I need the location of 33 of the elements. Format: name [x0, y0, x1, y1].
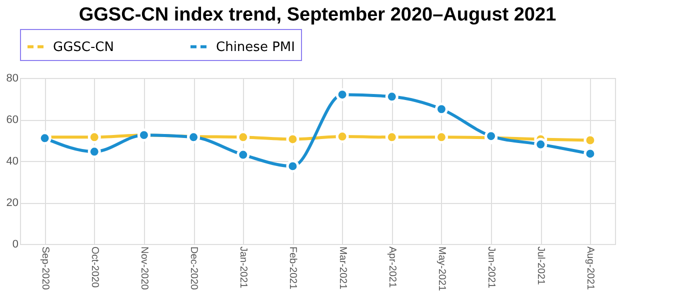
y-tick-label: 20	[6, 197, 18, 209]
x-tick-label: Aug-2021	[584, 246, 596, 290]
y-tick-label: 80	[6, 72, 18, 84]
x-tick-label: Jan-2021	[238, 246, 249, 289]
point	[336, 88, 349, 102]
point	[385, 90, 398, 104]
point	[534, 138, 548, 151]
x-tick-label: Mar-2021	[336, 246, 348, 290]
legend-label: GGSC-CN	[53, 40, 114, 55]
point	[434, 130, 448, 144]
x-tick-label: Feb-2021	[287, 246, 298, 290]
x-tick-label: Sep-2020	[39, 246, 50, 290]
x-tick-label: Apr-2021	[386, 246, 398, 288]
x-tick-label: Oct-2020	[88, 246, 100, 288]
point	[385, 130, 398, 144]
x-tick-label: Jul-2021	[535, 246, 546, 286]
y-tick-label: 60	[6, 114, 18, 126]
y-tick-label: 0	[12, 238, 18, 250]
x-tick-label: Nov-2020	[138, 246, 150, 290]
point	[236, 130, 250, 144]
legend-label: Chinese PMI	[216, 40, 295, 55]
x-tick-label: May-2021	[436, 246, 447, 292]
x-tick-label: Dec-2020	[188, 246, 200, 290]
point	[88, 130, 101, 144]
y-tick-label: 40	[6, 156, 18, 168]
point	[236, 148, 250, 162]
point	[286, 132, 300, 146]
chart-title: GGSC-CN index trend, September 2020–August 2021	[78, 4, 557, 26]
point	[286, 160, 300, 173]
point	[336, 130, 349, 143]
point	[88, 145, 101, 158]
x-tick-label: Jun-2021	[486, 246, 497, 289]
point	[434, 102, 448, 116]
